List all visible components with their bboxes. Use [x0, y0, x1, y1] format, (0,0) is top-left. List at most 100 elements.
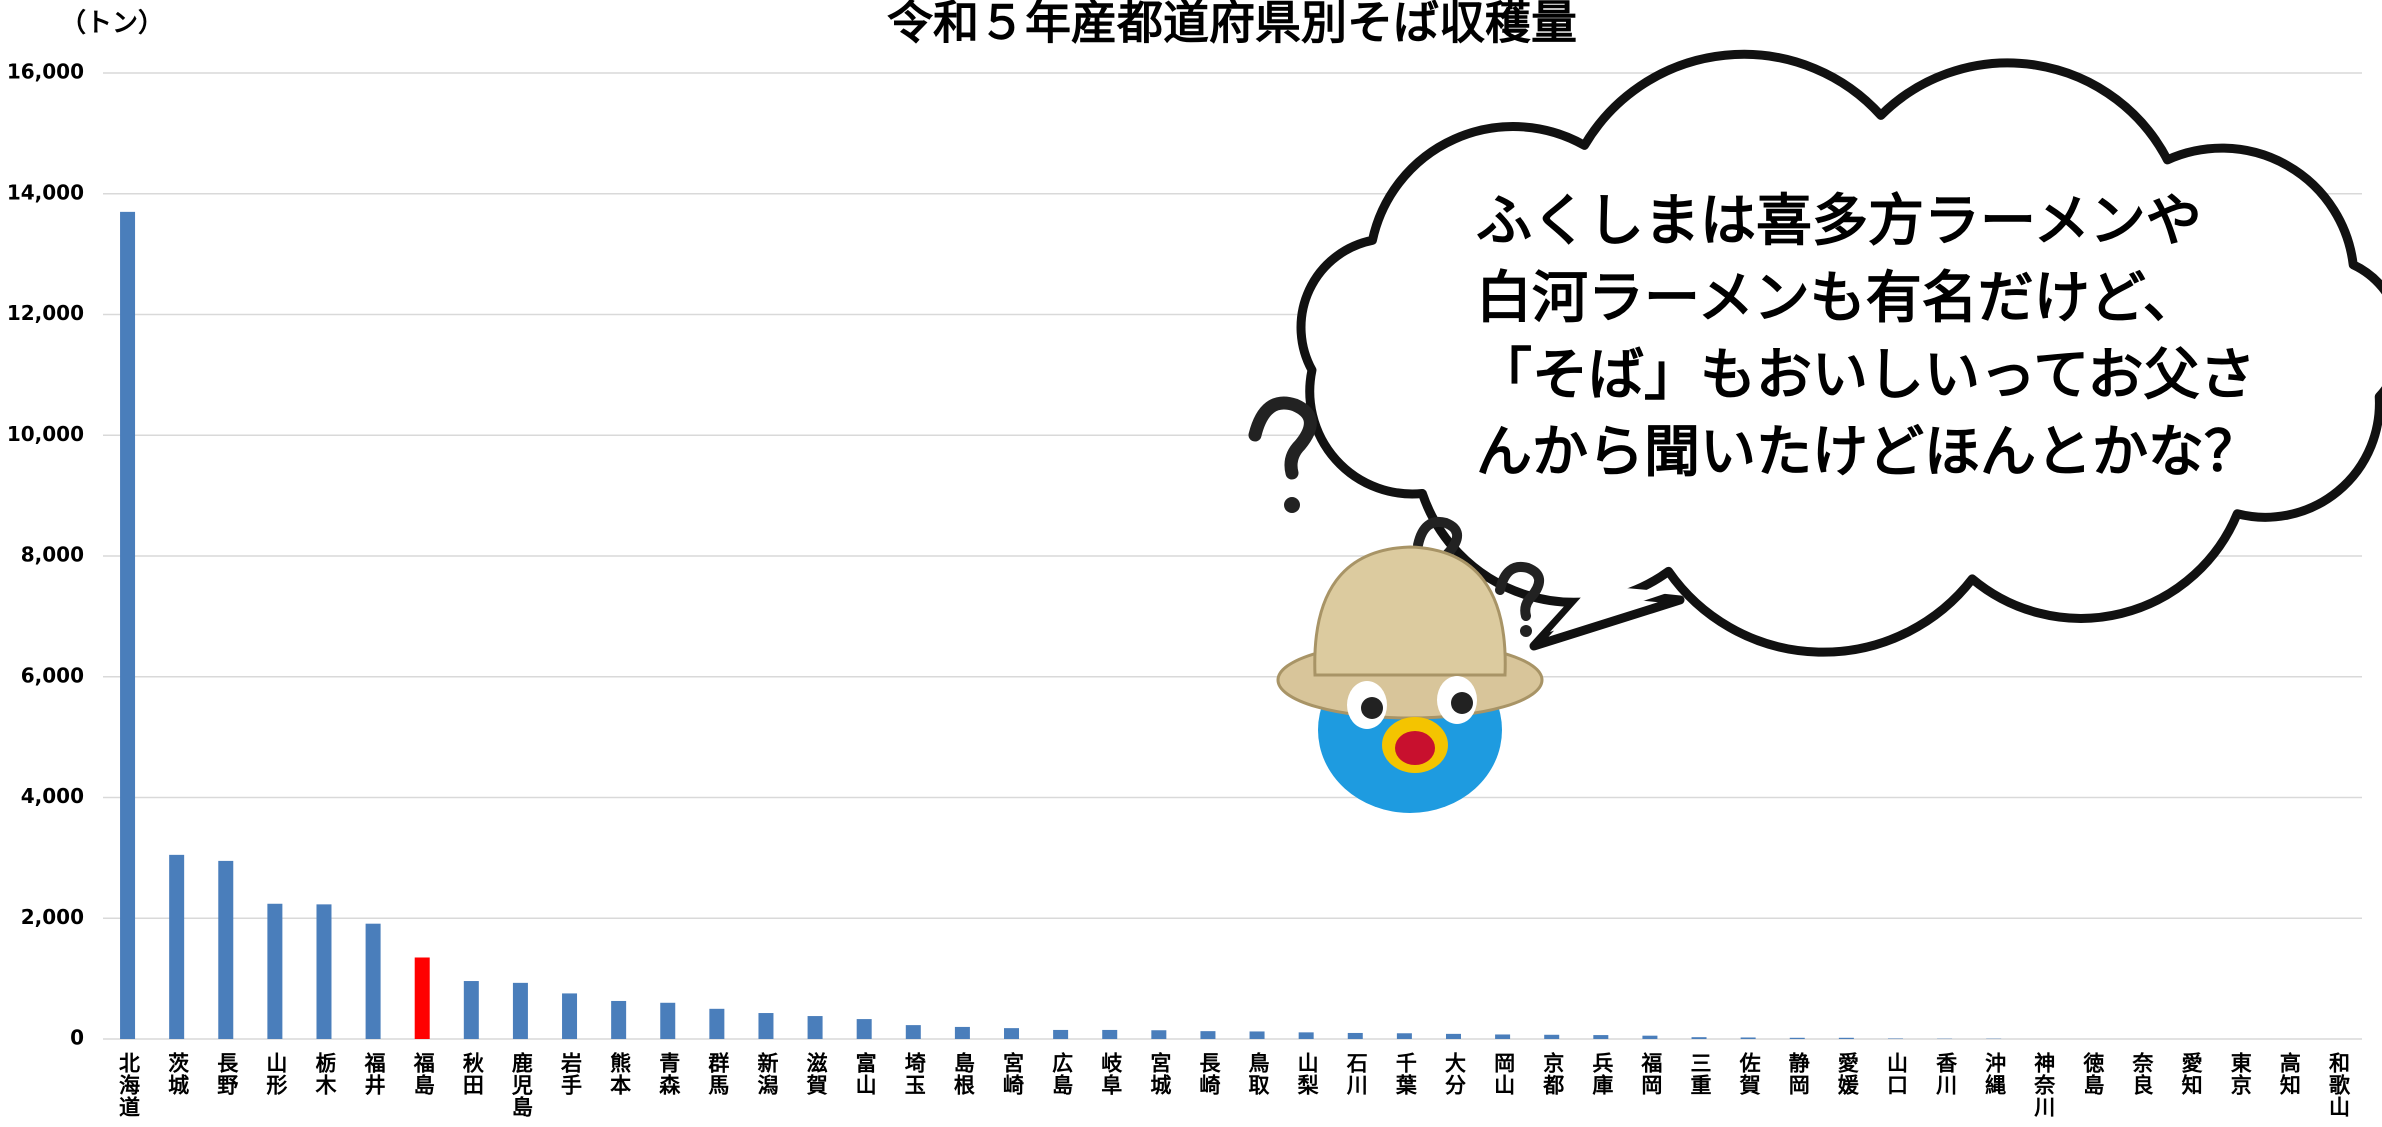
x-tick-label: 広島	[1050, 1051, 1074, 1096]
mascot	[1248, 396, 1544, 813]
bar	[267, 903, 283, 1039]
bar	[562, 993, 578, 1039]
hat-crown	[1313, 545, 1507, 677]
y-axis-unit: （トン）	[60, 9, 164, 39]
bar	[316, 904, 332, 1039]
x-tick-label: 新潟	[755, 1051, 779, 1096]
annotation-line: んから聞いたけどほんとかな？	[1476, 420, 2260, 485]
x-tick-label: 和歌山	[2326, 1052, 2350, 1118]
x-tick-label: 山口	[1884, 1052, 1908, 1096]
bar	[1642, 1035, 1658, 1039]
question-mark	[1248, 396, 1317, 480]
x-tick-label: 愛媛	[1835, 1051, 1860, 1096]
bar	[709, 1008, 725, 1039]
bar	[611, 1000, 627, 1039]
x-tick-label: 鹿児島	[509, 1051, 534, 1118]
bar	[1740, 1037, 1756, 1039]
bar	[1347, 1032, 1363, 1039]
x-tick-label: 山形	[264, 1052, 288, 1096]
bar	[1151, 1030, 1167, 1039]
x-tick-label: 京都	[1541, 1051, 1566, 1096]
plot: 0 2,000 4,000 6,000 8,000 10,000 12,000 14,000 1…	[7, 60, 2362, 1118]
bubble-tail-cover	[1550, 585, 1670, 632]
x-tick-label: 福岡	[1639, 1052, 1664, 1096]
y-tick-label: 2,000	[21, 905, 84, 929]
x-tick-label: 福島	[411, 1052, 436, 1096]
bar	[758, 1013, 774, 1039]
y-tick-label: 10,000	[7, 422, 84, 446]
pupil	[1361, 697, 1383, 719]
x-tick-label: 長崎	[1197, 1052, 1221, 1096]
annotation-line: ふくしまは喜多方ラーメンや	[1476, 189, 2202, 254]
x-tick-label: 岐阜	[1099, 1051, 1123, 1096]
y-tick-label: 6,000	[21, 663, 84, 687]
x-tick-label: 滋賀	[804, 1051, 829, 1096]
x-tick-label: 千葉	[1393, 1052, 1418, 1096]
x-tick-label: 宮城	[1148, 1051, 1172, 1096]
bar	[1249, 1031, 1265, 1039]
question-mark-dot	[1284, 497, 1300, 513]
bar	[1004, 1028, 1020, 1039]
annotation-line: 「そば」もおいしいってお父さ	[1476, 343, 2256, 408]
speech-bubble: ふくしまは喜多方ラーメンや白河ラーメンも有名だけど、「そば」もおいしいってお父さ…	[1296, 49, 2382, 657]
bar	[1789, 1037, 1805, 1039]
x-tick-label: 秋田	[460, 1052, 484, 1096]
x-tick-label: 富山	[853, 1051, 877, 1096]
bar	[1495, 1034, 1511, 1039]
x-tick-label: 島根	[951, 1051, 975, 1096]
bar	[512, 982, 528, 1039]
bar	[856, 1019, 872, 1039]
bar	[1445, 1033, 1461, 1039]
bubble-cloud	[1296, 49, 2382, 657]
x-tick-label: 岡山	[1492, 1052, 1516, 1096]
bar	[120, 211, 136, 1040]
x-tick-label: 奈良	[2130, 1051, 2155, 1096]
annotation-line: 白河ラーメンも有名だけど、	[1476, 266, 2199, 331]
bar	[218, 860, 234, 1039]
x-tick-label: 佐賀	[1737, 1051, 1762, 1096]
pupil	[1451, 692, 1473, 714]
x-tick-label: 徳島	[2081, 1051, 2106, 1096]
y-tick-label: 16,000	[7, 60, 84, 84]
x-tick-label: 長野	[215, 1052, 239, 1096]
x-tick-label: 宮崎	[1001, 1051, 1025, 1096]
bar	[414, 957, 430, 1039]
bar	[1200, 1031, 1216, 1039]
x-tick-label: 東京	[2228, 1052, 2252, 1096]
mouth	[1395, 731, 1435, 765]
x-tick-label: 埼玉	[902, 1052, 926, 1096]
x-tick-label: 茨城	[166, 1051, 190, 1096]
bar	[1396, 1033, 1412, 1039]
question-mark	[1495, 562, 1544, 621]
x-tick-label: 青森	[657, 1052, 681, 1096]
y-tick-label: 4,000	[21, 784, 84, 808]
y-tick-label: 14,000	[7, 180, 84, 204]
bar	[1298, 1032, 1314, 1039]
bar	[463, 981, 479, 1039]
bar	[905, 1025, 921, 1039]
bar	[1838, 1037, 1854, 1039]
bar	[1053, 1029, 1069, 1039]
x-tick-label: 福井	[362, 1052, 387, 1096]
bar	[169, 854, 185, 1039]
bar	[660, 1002, 676, 1039]
bar	[365, 923, 381, 1039]
x-tick-label: 北海道	[117, 1052, 141, 1118]
y-tick-label: 8,000	[21, 543, 84, 567]
bar	[1593, 1035, 1609, 1039]
x-tick-label: 鳥取	[1246, 1051, 1270, 1096]
x-tick-label: 熊本	[608, 1051, 632, 1096]
x-tick-label: 兵庫	[1590, 1051, 1614, 1096]
chart-title: 令和５年産都道府県別そば収穫量	[887, 0, 1577, 50]
x-tick-label: 高知	[2277, 1051, 2301, 1096]
x-tick-label: 沖縄	[1983, 1052, 2007, 1096]
bar	[1102, 1029, 1118, 1039]
x-tick-label: 群馬	[706, 1051, 730, 1096]
question-mark-dot	[1520, 625, 1532, 637]
x-tick-label: 岩手	[559, 1051, 584, 1096]
y-tick-label: 12,000	[7, 301, 84, 325]
x-tick-label: 石川	[1344, 1052, 1369, 1096]
x-tick-label: 三重	[1688, 1052, 1712, 1096]
x-tick-label: 山梨	[1295, 1052, 1319, 1096]
x-tick-label: 大分	[1442, 1052, 1466, 1096]
